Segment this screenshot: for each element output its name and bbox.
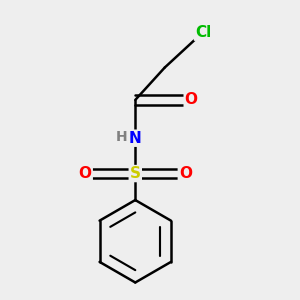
Text: O: O: [79, 166, 92, 181]
Text: S: S: [130, 166, 141, 181]
Text: H: H: [116, 130, 128, 144]
Text: Cl: Cl: [195, 25, 211, 40]
Text: N: N: [129, 131, 142, 146]
Text: O: O: [185, 92, 198, 107]
Text: O: O: [179, 166, 192, 181]
